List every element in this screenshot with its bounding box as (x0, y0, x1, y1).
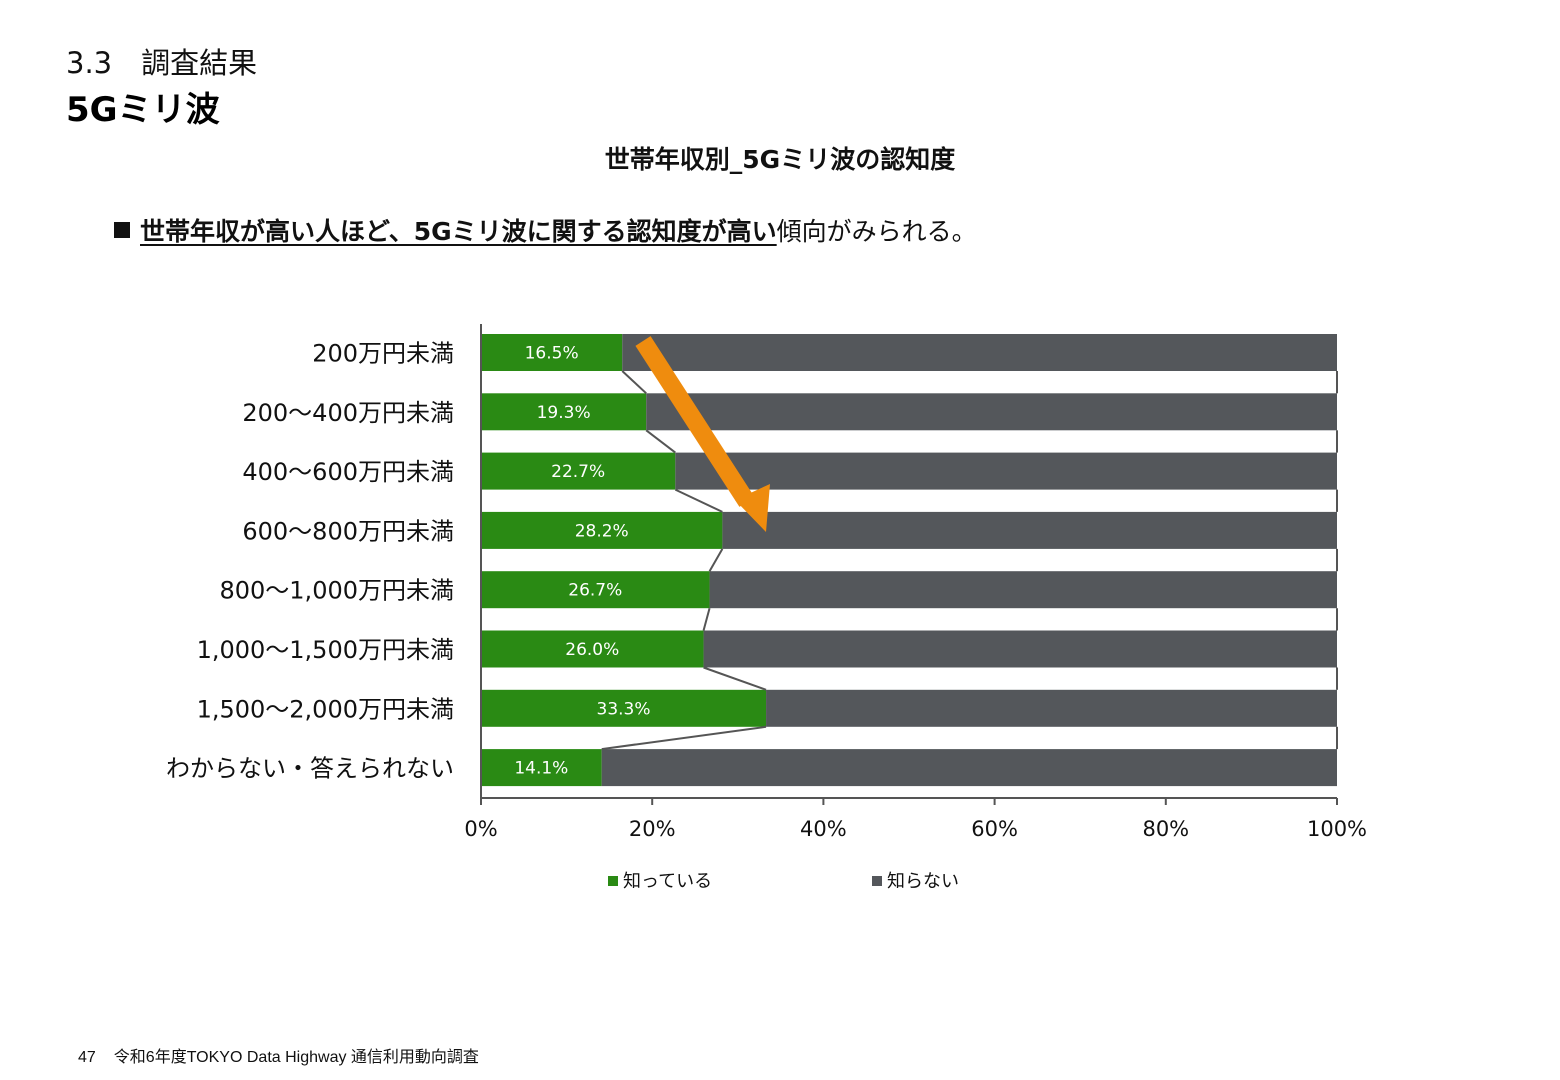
x-tick-label: 100% (1307, 817, 1367, 841)
category-label: 200万円未満 (312, 340, 454, 368)
category-label: 600〜800万円未満 (242, 517, 454, 545)
series-line (703, 666, 767, 691)
data-label: 22.7% (551, 462, 605, 482)
bar-known (481, 749, 602, 787)
legend-swatch-unknown (872, 876, 882, 886)
x-tick-label: 80% (1142, 817, 1189, 841)
data-label: 19.3% (537, 403, 591, 423)
data-label: 33.3% (597, 699, 651, 719)
category-label: わからない・答えられない (166, 755, 454, 783)
bar-known (481, 452, 676, 490)
bar-unknown (709, 571, 1337, 609)
legend-swatch-known (608, 876, 618, 886)
chart-title: 世帯年収別_5Gミリ波の認知度 (604, 145, 956, 174)
headline-rest: 傾向がみられる。 (776, 217, 977, 246)
series-line (601, 725, 767, 751)
headline-emphasis: 世帯年収が高い人ほど、5Gミリ波に関する認知度が高い (140, 217, 777, 246)
bar-known (481, 689, 767, 727)
bar-known (481, 630, 704, 668)
x-tick-label: 40% (800, 817, 847, 841)
bar-known (481, 334, 623, 371)
data-label: 26.7% (568, 581, 622, 601)
bar-unknown (601, 749, 1337, 787)
section-title: 5Gミリ波 (66, 90, 220, 130)
trend-arrow-shaft (635, 336, 755, 507)
data-label: 16.5% (525, 344, 579, 364)
series-line (702, 607, 711, 631)
category-label: 1,000〜1,500万円未満 (197, 636, 454, 664)
footer: 47 令和6年度TOKYO Data Highway 通信利用動向調査 (78, 1043, 479, 1067)
bar-known (481, 511, 723, 549)
bar-known (481, 393, 647, 431)
series-line (674, 488, 723, 513)
data-label: 28.2% (575, 521, 629, 541)
trend-arrow-head (735, 484, 770, 532)
bar-chart: 16.5% 200万円未満 19.3% 200〜400万円未満 22.7% 400〜600… (166, 324, 1367, 892)
series-line (645, 429, 676, 454)
category-label: 200〜400万円未満 (242, 399, 454, 427)
category-label: 400〜600万円未満 (242, 458, 454, 486)
x-tick-label: 60% (971, 817, 1018, 841)
category-label: 1,500〜2,000万円未満 (197, 695, 454, 723)
source-note: 令和6年度TOKYO Data Highway 通信利用動向調査 (113, 1049, 479, 1066)
bar-known (481, 571, 710, 609)
bar-unknown (622, 334, 1337, 371)
data-label: 14.1% (514, 759, 568, 779)
series-line (621, 370, 647, 395)
square-bullet-icon (114, 222, 130, 238)
bar-unknown (766, 689, 1337, 727)
category-label: 800〜1,000万円未満 (219, 577, 454, 605)
section-number: 3.3 調査結果 (66, 46, 258, 80)
bar-unknown (703, 630, 1337, 668)
page-number: 47 (78, 1049, 96, 1066)
data-label: 26.0% (565, 640, 619, 660)
bar-unknown (675, 452, 1337, 490)
x-tick-label: 0% (464, 817, 497, 841)
series-line (708, 548, 724, 572)
legend-label-unknown: 知らない (887, 871, 959, 892)
x-tick-label: 20% (629, 817, 676, 841)
headline: 世帯年収が高い人ほど、5Gミリ波に関する認知度が高い傾向がみられる。 (114, 212, 977, 248)
legend-label-known: 知っている (623, 871, 712, 892)
bar-unknown (646, 393, 1337, 431)
bar-unknown (722, 511, 1337, 549)
